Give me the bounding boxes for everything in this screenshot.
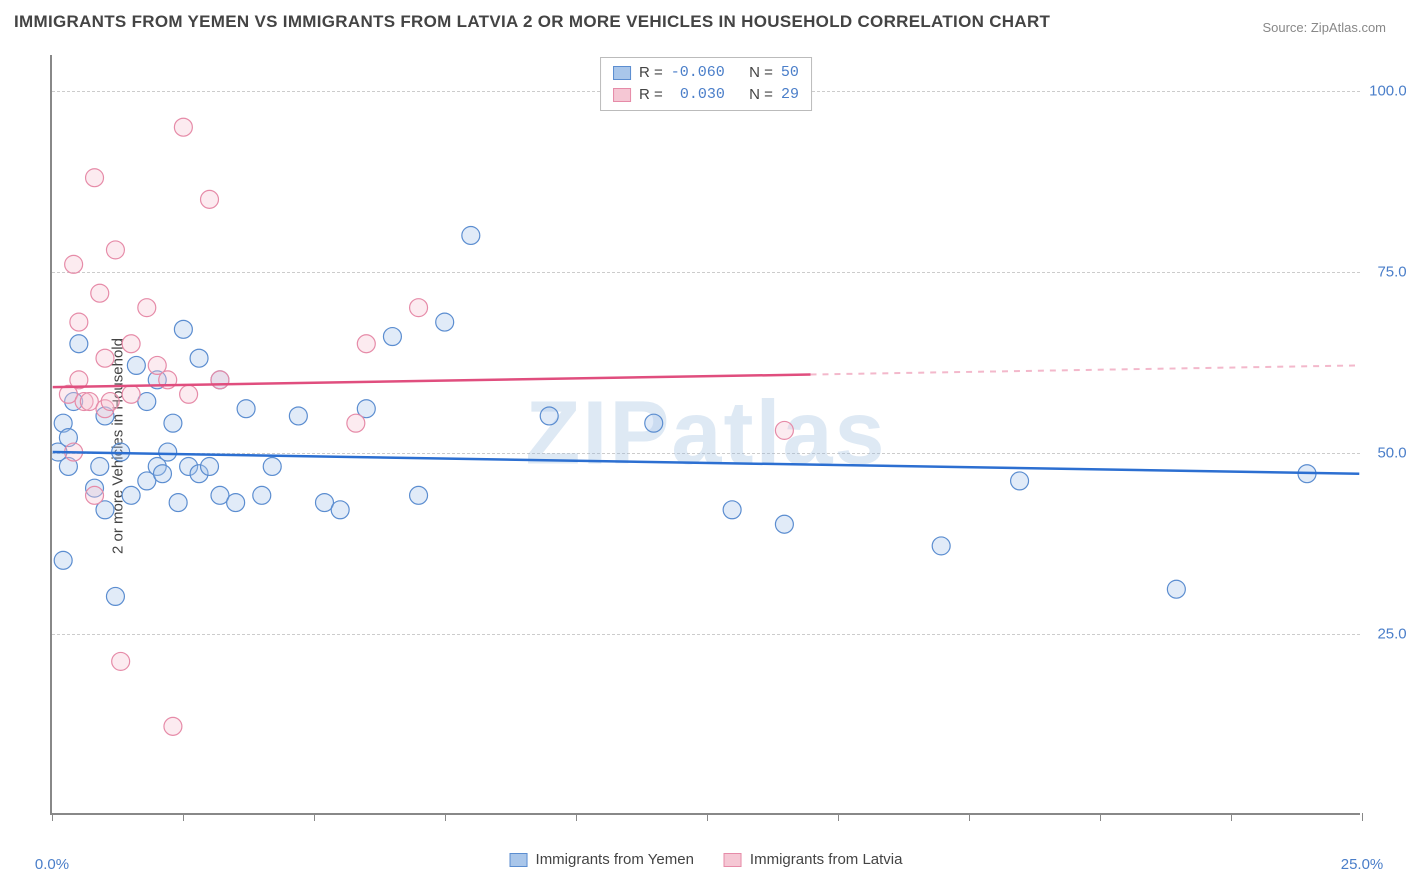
data-point-yemen: [410, 486, 428, 504]
r-label: R =: [639, 84, 663, 106]
data-point-yemen: [54, 551, 72, 569]
legend-row-yemen: R = -0.060 N = 50: [613, 62, 799, 84]
data-point-latvia: [91, 284, 109, 302]
scatter-svg: [52, 55, 1360, 813]
x-tick: [52, 813, 53, 821]
trendline-yemen: [53, 452, 1360, 474]
legend-label-yemen: Immigrants from Yemen: [536, 851, 694, 868]
x-tick: [838, 813, 839, 821]
data-point-latvia: [86, 169, 104, 187]
n-value-latvia: 29: [781, 84, 799, 106]
data-point-latvia: [65, 255, 83, 273]
data-point-yemen: [1011, 472, 1029, 490]
n-label: N =: [749, 62, 773, 84]
swatch-yemen: [613, 66, 631, 80]
data-point-latvia: [211, 371, 229, 389]
data-point-latvia: [775, 421, 793, 439]
data-point-yemen: [263, 458, 281, 476]
data-point-yemen: [436, 313, 454, 331]
y-tick-label: 100.0%: [1365, 83, 1406, 100]
x-tick: [1100, 813, 1101, 821]
data-point-yemen: [540, 407, 558, 425]
data-point-latvia: [70, 313, 88, 331]
source-label: Source: ZipAtlas.com: [1262, 20, 1386, 35]
data-point-yemen: [723, 501, 741, 519]
x-tick: [576, 813, 577, 821]
data-point-yemen: [932, 537, 950, 555]
data-point-yemen: [201, 458, 219, 476]
r-label: R =: [639, 62, 663, 84]
x-tick: [707, 813, 708, 821]
data-point-yemen: [174, 320, 192, 338]
data-point-latvia: [96, 349, 114, 367]
swatch-latvia-icon: [724, 853, 742, 867]
x-tick: [314, 813, 315, 821]
data-point-yemen: [159, 443, 177, 461]
data-point-latvia: [122, 335, 140, 353]
data-point-latvia: [347, 414, 365, 432]
y-tick-label: 25.0%: [1365, 626, 1406, 643]
data-point-latvia: [101, 393, 119, 411]
data-point-yemen: [253, 486, 271, 504]
data-point-yemen: [383, 328, 401, 346]
data-point-latvia: [138, 299, 156, 317]
data-point-yemen: [106, 587, 124, 605]
data-point-latvia: [180, 385, 198, 403]
data-point-latvia: [122, 385, 140, 403]
x-tick-label: 25.0%: [1341, 856, 1384, 873]
n-label: N =: [749, 84, 773, 106]
data-point-latvia: [201, 190, 219, 208]
r-value-latvia: 0.030: [671, 84, 725, 106]
swatch-yemen-icon: [510, 853, 528, 867]
plot-area: ZIPatlas R = -0.060 N = 50 R = 0.030 N =…: [50, 55, 1360, 815]
data-point-latvia: [106, 241, 124, 259]
legend-item-latvia: Immigrants from Latvia: [724, 851, 903, 868]
data-point-yemen: [164, 414, 182, 432]
data-point-yemen: [169, 494, 187, 512]
x-tick: [445, 813, 446, 821]
series-legend: Immigrants from Yemen Immigrants from La…: [510, 851, 903, 868]
data-point-latvia: [164, 717, 182, 735]
data-point-yemen: [1167, 580, 1185, 598]
correlation-legend: R = -0.060 N = 50 R = 0.030 N = 29: [600, 57, 812, 111]
x-tick-label: 0.0%: [35, 856, 69, 873]
legend-row-latvia: R = 0.030 N = 29: [613, 84, 799, 106]
data-point-yemen: [645, 414, 663, 432]
data-point-yemen: [70, 335, 88, 353]
trendline-extrapolated-latvia: [811, 365, 1360, 374]
x-tick: [183, 813, 184, 821]
data-point-latvia: [357, 335, 375, 353]
chart-title: IMMIGRANTS FROM YEMEN VS IMMIGRANTS FROM…: [14, 12, 1050, 32]
data-point-yemen: [775, 515, 793, 533]
data-point-yemen: [462, 226, 480, 244]
data-point-latvia: [174, 118, 192, 136]
data-point-yemen: [331, 501, 349, 519]
data-point-latvia: [410, 299, 428, 317]
data-point-yemen: [91, 458, 109, 476]
data-point-latvia: [112, 652, 130, 670]
data-point-yemen: [122, 486, 140, 504]
y-tick-label: 75.0%: [1365, 264, 1406, 281]
data-point-yemen: [237, 400, 255, 418]
swatch-latvia: [613, 88, 631, 102]
x-tick: [969, 813, 970, 821]
x-tick: [1362, 813, 1363, 821]
data-point-yemen: [190, 349, 208, 367]
legend-item-yemen: Immigrants from Yemen: [510, 851, 694, 868]
legend-label-latvia: Immigrants from Latvia: [750, 851, 903, 868]
data-point-yemen: [127, 356, 145, 374]
n-value-yemen: 50: [781, 62, 799, 84]
x-tick: [1231, 813, 1232, 821]
y-tick-label: 50.0%: [1365, 445, 1406, 462]
data-point-latvia: [86, 486, 104, 504]
data-point-yemen: [227, 494, 245, 512]
r-value-yemen: -0.060: [671, 62, 725, 84]
data-point-yemen: [289, 407, 307, 425]
data-point-yemen: [153, 465, 171, 483]
